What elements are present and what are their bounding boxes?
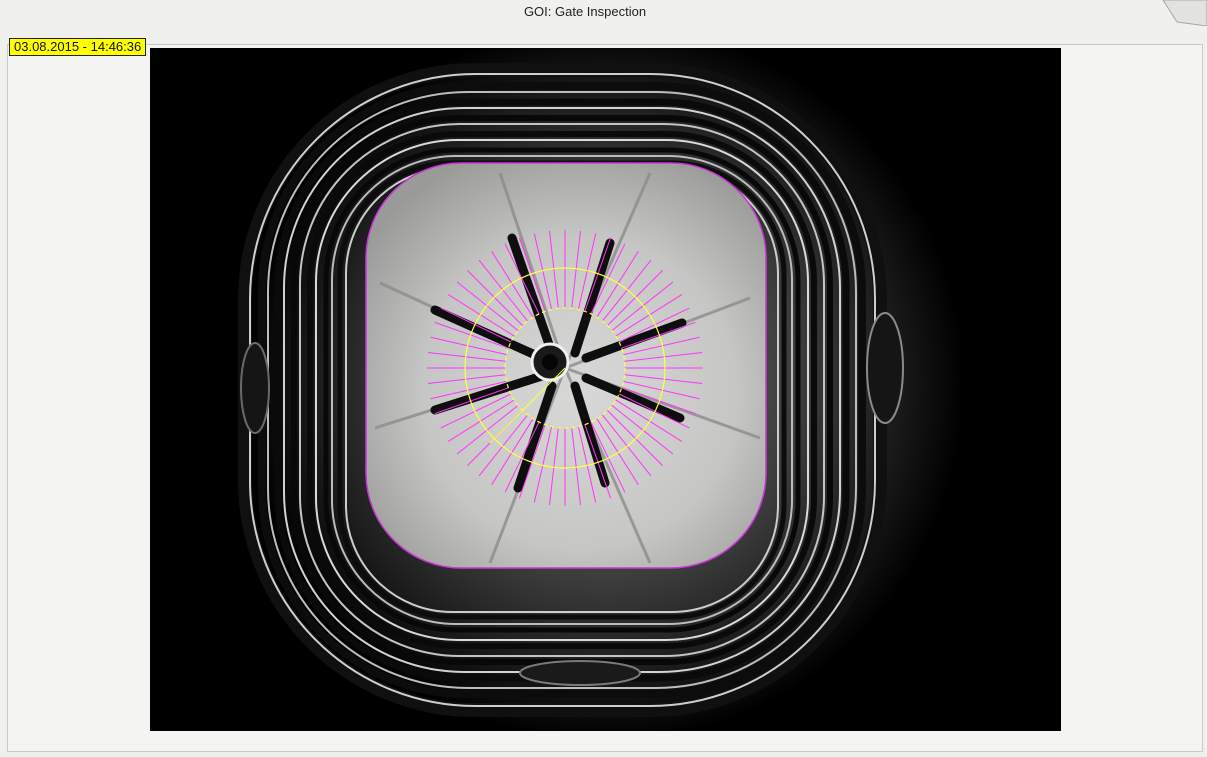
radial-probe	[596, 418, 639, 486]
radial-probe	[571, 427, 581, 506]
radial-probe	[430, 336, 507, 356]
radial-probe	[611, 281, 674, 331]
camera-image[interactable]	[150, 48, 1061, 731]
radial-probe	[624, 352, 703, 362]
radial-probe	[602, 414, 652, 477]
corner-tab[interactable]	[1159, 0, 1207, 26]
radial-probe	[456, 405, 519, 455]
radial-probe	[456, 281, 519, 331]
radial-probe	[590, 421, 626, 493]
inner-inspection-circle	[504, 307, 626, 429]
radial-probe	[624, 374, 703, 384]
radial-probe	[533, 233, 553, 310]
radial-probe	[549, 230, 559, 309]
outer-inspection-circle	[464, 267, 666, 469]
radial-probe	[577, 426, 597, 503]
radial-probe	[427, 352, 506, 362]
radial-probe	[615, 294, 683, 337]
lug-right	[866, 312, 904, 424]
radial-probe	[590, 243, 626, 315]
radial-probe	[533, 426, 553, 503]
radial-probe	[611, 405, 674, 455]
radial-probe	[602, 259, 652, 322]
window-title: GOI: Gate Inspection	[523, 4, 647, 19]
lug-left	[240, 342, 270, 434]
radial-probe	[434, 321, 509, 349]
radial-probe	[623, 336, 700, 356]
radial-probe	[623, 380, 700, 400]
radial-probe	[618, 393, 690, 429]
gate-hole	[542, 354, 558, 370]
angle-indicator	[489, 367, 566, 444]
radial-probe	[447, 294, 515, 337]
radial-probe	[615, 399, 683, 442]
radial-probe	[440, 307, 512, 343]
radial-probe	[434, 387, 509, 415]
radial-probe	[427, 374, 506, 384]
radial-probe	[571, 230, 581, 309]
radial-probe	[467, 270, 523, 326]
camera-image-canvas	[225, 48, 985, 731]
radial-probe	[518, 237, 546, 312]
radial-probe	[584, 237, 612, 312]
radial-probe	[584, 424, 612, 499]
radial-probe	[621, 387, 696, 415]
radial-probe	[596, 250, 639, 318]
radial-probe	[478, 259, 528, 322]
radial-probe	[618, 307, 690, 343]
radial-probe	[504, 243, 540, 315]
radial-probe	[577, 233, 597, 310]
radial-probe	[518, 424, 546, 499]
radial-probes	[427, 230, 703, 506]
radial-probe	[491, 418, 534, 486]
radial-probe	[440, 393, 512, 429]
radial-probe	[621, 321, 696, 349]
radial-probe	[430, 380, 507, 400]
radial-probe	[607, 410, 663, 466]
roi-outline	[365, 162, 767, 569]
lug-bottom	[519, 660, 641, 686]
radial-probe	[478, 414, 528, 477]
radial-probe	[504, 421, 540, 493]
radial-probe	[549, 427, 559, 506]
radial-probe	[491, 250, 534, 318]
timestamp-label: 03.08.2015 - 14:46:36	[9, 38, 147, 56]
radial-probe	[607, 270, 663, 326]
radial-probe	[447, 399, 515, 442]
